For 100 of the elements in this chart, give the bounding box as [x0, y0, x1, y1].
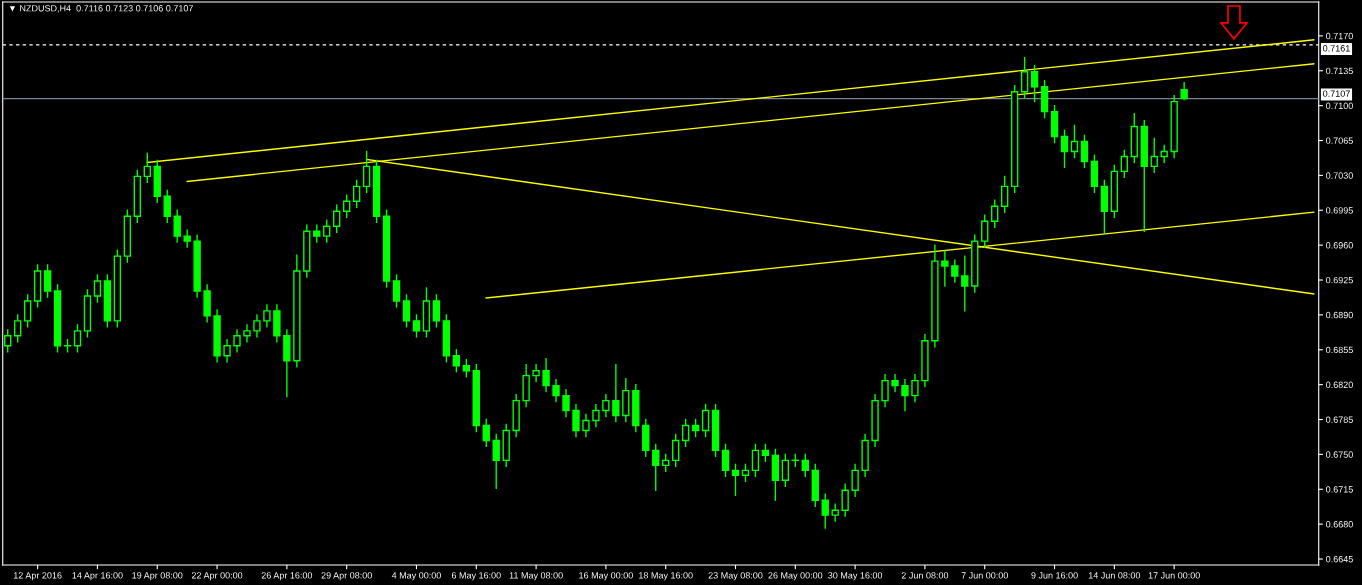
candlestick [13, 314, 22, 343]
candlestick [1000, 175, 1009, 213]
candlestick [432, 294, 441, 328]
x-tick-label: 17 Jun 00:00 [1148, 572, 1200, 579]
y-tick-label: 0.6785 [1326, 416, 1353, 423]
candlestick [801, 453, 809, 478]
candlestick [751, 443, 760, 478]
ref-line-label: 0.7161 [1323, 45, 1350, 52]
candlestick [392, 274, 401, 308]
x-tick-label: 22 Apr 00:00 [191, 572, 243, 581]
candlestick [652, 443, 660, 491]
candlestick [223, 339, 231, 363]
candlestick [1160, 144, 1168, 164]
x-tick-label: 11 May 08:00 [509, 572, 563, 581]
y-tick-label: 0.6715 [1326, 486, 1353, 493]
candlestick [73, 324, 82, 353]
candlestick [482, 418, 490, 448]
x-tick-label: 2 Jun 08:00 [901, 572, 949, 579]
candlestick [981, 214, 989, 248]
y-tick-label: 0.7100 [1326, 102, 1353, 109]
candlestick [881, 373, 889, 408]
candlestick [4, 329, 12, 353]
candlestick [612, 364, 620, 423]
candlestick [701, 403, 710, 438]
candlestick [911, 373, 919, 403]
candlestick [402, 294, 411, 328]
candlestick [821, 493, 829, 529]
x-tick-label: 30 May 16:00 [828, 572, 883, 581]
y-tick-label: 0.6750 [1326, 451, 1353, 458]
candlestick [851, 463, 859, 497]
candlestick [1080, 134, 1089, 169]
x-tick-label: 23 May 08:00 [708, 572, 763, 581]
x-tick-label: 16 May 00:00 [579, 572, 633, 581]
candlestick [901, 378, 909, 412]
candlestick [323, 219, 331, 243]
y-tick-label: 0.6995 [1326, 207, 1353, 214]
candlestick [891, 373, 899, 393]
candlestick [681, 418, 690, 448]
candlestick [721, 443, 730, 478]
candlestick [243, 324, 251, 343]
candlestick [1020, 57, 1029, 99]
x-tick-label: 9 Jun 16:00 [1031, 572, 1078, 579]
x-tick-label: 7 Jun 00:00 [961, 572, 1008, 579]
x-tick-label: 14 Jun 08:00 [1088, 572, 1141, 579]
candlestick [831, 503, 839, 522]
candlestick [352, 179, 361, 208]
chart-title: ▼ NZDUSD,H4 0.7116 0.7123 0.7106 0.7107 [9, 5, 193, 13]
candlestick [1030, 65, 1039, 103]
y-tick-label: 0.6645 [1326, 555, 1353, 563]
candlestick [492, 433, 500, 489]
candlestick [183, 229, 191, 248]
x-tick-label: 19 Apr 08:00 [132, 572, 183, 581]
candlestick [582, 413, 590, 438]
candlestick [362, 150, 371, 194]
y-tick-label: 0.7135 [1326, 67, 1353, 75]
candlestick [841, 483, 849, 517]
candlestick [1070, 124, 1079, 159]
x-tick-label: 26 May 00:00 [768, 572, 823, 581]
candlestick [173, 209, 181, 243]
candlestick [143, 152, 151, 184]
candlestick [1120, 149, 1129, 179]
candlestick [263, 304, 271, 328]
candlestick [592, 403, 600, 428]
candlestick [731, 463, 740, 496]
x-tick-label: 6 May 16:00 [451, 572, 501, 581]
x-tick-label: 29 Apr 08:00 [321, 572, 372, 581]
candlestick [93, 274, 102, 303]
y-tick-label: 0.6925 [1326, 276, 1353, 284]
candlestick [412, 314, 421, 338]
y-tick-label: 0.7065 [1326, 137, 1353, 144]
candlestick [452, 349, 461, 373]
y-tick-label: 0.6680 [1326, 521, 1353, 528]
candlestick [1060, 129, 1069, 169]
candlestick [552, 378, 560, 403]
candlestick [1150, 137, 1158, 174]
candlestick [532, 364, 540, 383]
y-tick-label: 0.7170 [1326, 32, 1353, 40]
candlestick [43, 264, 52, 298]
y-tick-label: 0.6960 [1326, 242, 1353, 249]
x-tick-label: 12 Apr 2016 [13, 572, 62, 581]
y-tick-label: 0.7030 [1326, 172, 1353, 179]
x-tick-label: 4 May 00:00 [391, 572, 441, 581]
candlestick [602, 393, 610, 418]
candlestick [23, 294, 32, 328]
candlestick [951, 259, 959, 283]
x-tick-label: 18 May 16:00 [639, 572, 693, 581]
x-tick-label: 14 Apr 16:00 [72, 572, 123, 581]
y-tick-label: 0.6820 [1326, 381, 1353, 388]
candlestick [253, 314, 261, 338]
candlestick [163, 189, 171, 223]
candlestick [781, 453, 790, 487]
candlestick [961, 255, 969, 312]
ref-line-label: 0.7107 [1323, 90, 1350, 97]
candlestick [991, 199, 999, 228]
candlestick [342, 194, 351, 218]
candlestick [572, 403, 580, 438]
candlestick [333, 204, 341, 233]
x-tick-label: 26 Apr 16:00 [261, 572, 313, 581]
y-tick-label: 0.6890 [1326, 311, 1353, 319]
candlestick [233, 329, 241, 353]
